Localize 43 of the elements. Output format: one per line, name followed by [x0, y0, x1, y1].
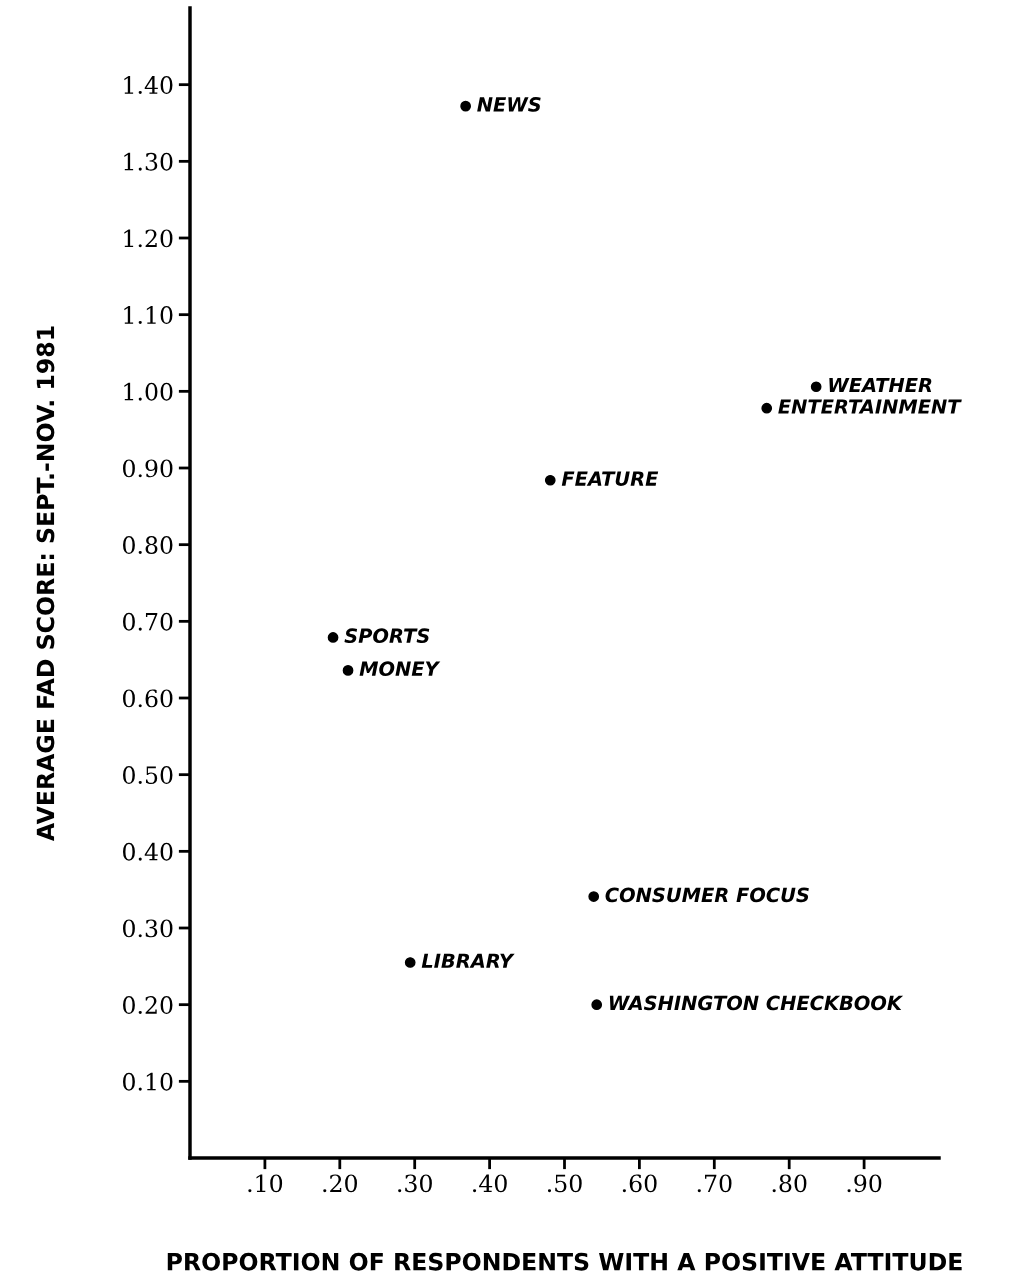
y-tick-label: 0.50 [123, 766, 173, 784]
x-tick-label: .80 [772, 1174, 807, 1193]
y-tick-label: 1.40 [124, 76, 173, 94]
annotation: CONSUMER FOCUS [605, 887, 809, 903]
y-tick-label: 0.70 [123, 612, 173, 631]
x-tick-label: .60 [622, 1174, 657, 1193]
annotation: FEATURE [561, 471, 659, 486]
x-tick-label: .10 [248, 1174, 283, 1193]
annotation: SPORTS [344, 628, 430, 644]
y-tick-label: 0.20 [123, 996, 173, 1014]
y-tick-label: 1.00 [124, 382, 173, 401]
y-tick-label: 0.30 [123, 919, 173, 938]
x-tick-label: .30 [398, 1174, 432, 1193]
y-tick-label: 1.30 [124, 152, 173, 171]
point [588, 891, 600, 902]
x-tick-label: .20 [323, 1174, 358, 1193]
y-axis-title: AVERAGE FAD SCORE: SEPT.-NOV. 1981 [36, 326, 55, 841]
annotation: NEWS [477, 97, 541, 112]
annotation: LIBRARY [421, 953, 515, 968]
y-tick-label: 0.60 [123, 689, 173, 708]
point [460, 100, 471, 112]
annotation: WEATHER [829, 377, 932, 393]
point [761, 402, 773, 414]
point [591, 999, 603, 1011]
point [327, 632, 339, 643]
y-tick-label: 0.90 [123, 459, 173, 478]
point [544, 474, 556, 486]
point [810, 381, 822, 393]
x-tick-label: .50 [547, 1174, 582, 1193]
point [404, 957, 416, 968]
x-tick-label: .40 [473, 1174, 507, 1193]
y-tick-label: 1.20 [124, 229, 173, 248]
annotation: ENTERTAINMENT [778, 399, 962, 414]
annotation: MONEY [359, 661, 441, 677]
point [342, 665, 354, 676]
x-tick-label: .70 [697, 1174, 732, 1193]
y-tick-label: 0.40 [123, 842, 173, 861]
x-tick-label: .90 [847, 1174, 882, 1193]
annotation: WASHINGTON CHECKBOOK [609, 995, 904, 1011]
y-tick-label: 1.10 [124, 306, 173, 324]
y-tick-label: 0.10 [123, 1072, 173, 1091]
y-tick-label: 0.80 [123, 536, 173, 554]
x-axis-title: PROPORTION OF RESPONDENTS WITH A POSITIVE ATTITUDE [167, 1252, 962, 1271]
